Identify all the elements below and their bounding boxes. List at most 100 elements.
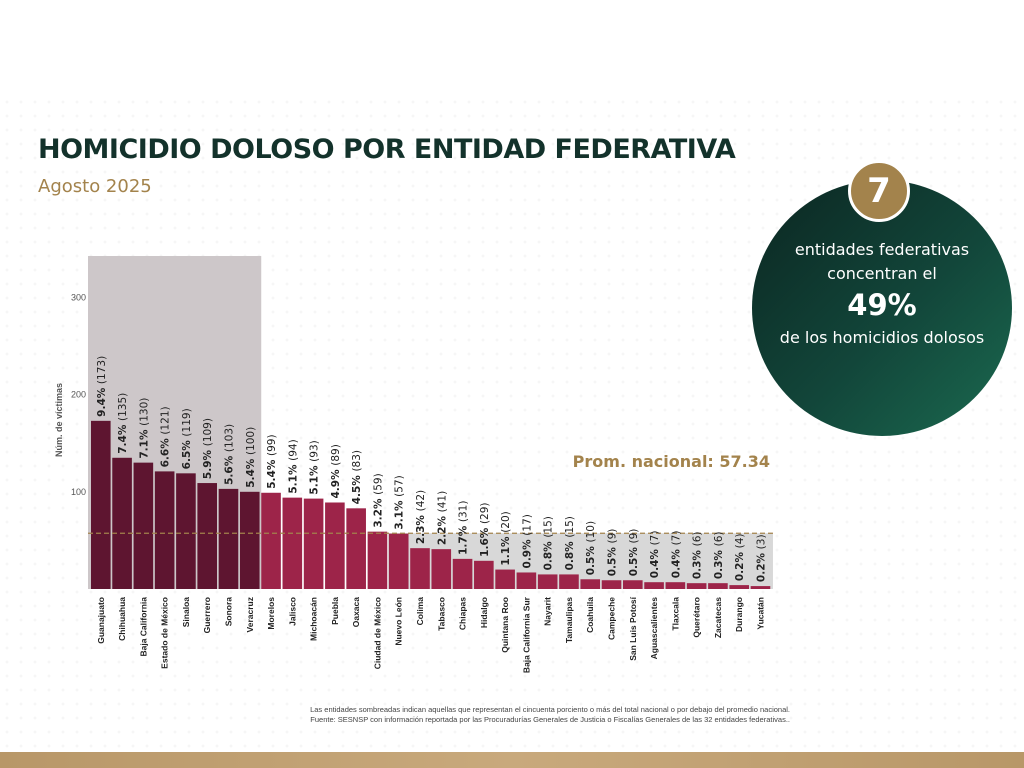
data-label-percent: 0.2% bbox=[734, 548, 746, 581]
data-label: 5.1% (93) bbox=[309, 440, 321, 494]
data-label-count: (31) bbox=[458, 501, 470, 523]
data-label: 6.6% (121) bbox=[160, 406, 172, 467]
category-label: Yucatán bbox=[755, 597, 765, 630]
data-label: 0.5% (9) bbox=[628, 529, 640, 577]
data-label-percent: 0.8% bbox=[543, 538, 555, 571]
bar bbox=[91, 420, 111, 589]
bar bbox=[325, 502, 345, 589]
bar bbox=[644, 582, 664, 589]
data-label-percent: 0.4% bbox=[670, 545, 682, 578]
bar bbox=[516, 572, 537, 589]
data-label-count: (94) bbox=[287, 439, 299, 461]
data-label: 0.5% (10) bbox=[585, 521, 597, 575]
data-label-percent: 5.9% bbox=[202, 446, 214, 479]
data-label: 5.9% (109) bbox=[202, 418, 214, 479]
data-label-percent: 6.6% bbox=[160, 435, 172, 468]
category-label: Quintana Roo bbox=[500, 597, 510, 653]
highlight-circle bbox=[752, 180, 1012, 436]
data-label: 0.4% (7) bbox=[649, 531, 661, 579]
y-tick-label: 100 bbox=[71, 487, 86, 497]
bar bbox=[708, 583, 728, 589]
data-label: 2.3% (42) bbox=[415, 490, 427, 544]
data-label: 4.5% (83) bbox=[351, 450, 363, 504]
data-label-percent: 4.5% bbox=[351, 472, 363, 505]
data-label-percent: 0.8% bbox=[564, 538, 576, 571]
category-label: Durango bbox=[734, 597, 744, 632]
bar bbox=[452, 558, 473, 589]
data-label-count: (109) bbox=[202, 418, 214, 446]
highlight-percent: 49% bbox=[847, 288, 917, 322]
data-label: 0.3% (6) bbox=[713, 532, 725, 580]
data-label-count: (4) bbox=[734, 533, 746, 548]
data-label: 5.4% (100) bbox=[245, 427, 257, 488]
category-label: Tabasco bbox=[436, 597, 446, 631]
y-tick-label: 300 bbox=[71, 292, 86, 302]
page-title: HOMICIDIO DOLOSO POR ENTIDAD FEDERATIVA bbox=[38, 134, 736, 165]
bar bbox=[218, 488, 239, 589]
data-label-count: (3) bbox=[755, 534, 767, 549]
bar bbox=[261, 492, 281, 589]
data-label: 5.1% (94) bbox=[287, 439, 299, 493]
category-label: Sinaloa bbox=[181, 597, 191, 628]
data-label-count: (59) bbox=[372, 473, 384, 495]
data-label-count: (20) bbox=[500, 511, 512, 533]
bar bbox=[665, 582, 686, 589]
category-label: Tamaulipas bbox=[564, 597, 574, 643]
data-label-percent: 4.9% bbox=[330, 466, 342, 499]
data-label-count: (7) bbox=[649, 531, 661, 546]
category-label: Estado de México bbox=[160, 597, 170, 669]
data-label: 0.2% (3) bbox=[755, 534, 767, 582]
data-label-percent: 0.2% bbox=[755, 549, 767, 582]
data-label: 2.2% (41) bbox=[436, 491, 448, 545]
data-label-count: (103) bbox=[223, 424, 235, 452]
category-label: Coahuila bbox=[585, 597, 595, 633]
data-label-percent: 3.1% bbox=[394, 497, 406, 530]
bar bbox=[303, 498, 324, 589]
category-label: Oaxaca bbox=[351, 597, 361, 628]
y-tick-label: 200 bbox=[71, 390, 86, 400]
data-label: 1.1% (20) bbox=[500, 511, 512, 565]
data-label-percent: 5.1% bbox=[287, 461, 299, 494]
bar bbox=[346, 508, 366, 589]
data-label-percent: 3.2% bbox=[372, 495, 384, 528]
category-label: Sonora bbox=[223, 597, 233, 627]
data-label: 0.8% (15) bbox=[564, 516, 576, 570]
data-label-count: (6) bbox=[692, 532, 704, 547]
data-label-count: (173) bbox=[96, 356, 108, 384]
data-label-percent: 0.5% bbox=[607, 543, 619, 576]
bar bbox=[601, 580, 622, 589]
data-label-percent: 5.4% bbox=[266, 456, 278, 489]
bar bbox=[176, 473, 196, 589]
category-label: Aguascalientes bbox=[649, 597, 659, 660]
category-label: Baja California bbox=[138, 597, 148, 657]
data-label-count: (100) bbox=[245, 427, 257, 455]
data-label: 0.8% (15) bbox=[543, 516, 555, 570]
data-label-percent: 9.4% bbox=[96, 384, 108, 417]
data-label-percent: 0.5% bbox=[585, 542, 597, 575]
bar bbox=[729, 585, 749, 589]
bar bbox=[686, 583, 707, 589]
footer-bar bbox=[0, 752, 1024, 768]
bar bbox=[623, 580, 643, 589]
bar bbox=[112, 457, 132, 589]
data-label: 6.5% (119) bbox=[181, 408, 193, 469]
data-label-percent: 1.7% bbox=[458, 522, 470, 555]
data-label-percent: 5.6% bbox=[223, 452, 235, 485]
data-label-count: (57) bbox=[394, 475, 406, 497]
highlight-line-1: entidades federativas bbox=[794, 240, 970, 259]
page-subtitle: Agosto 2025 bbox=[38, 176, 152, 197]
data-label-count: (17) bbox=[521, 514, 533, 536]
data-label-count: (121) bbox=[160, 406, 172, 434]
bar bbox=[197, 483, 217, 589]
data-label: 5.6% (103) bbox=[223, 424, 235, 485]
data-label-percent: 0.4% bbox=[649, 545, 661, 578]
data-label-percent: 5.4% bbox=[245, 455, 257, 488]
category-label: Campeche bbox=[607, 597, 617, 640]
bar bbox=[239, 491, 260, 589]
category-label: Guerrero bbox=[202, 597, 212, 633]
data-label: 5.4% (99) bbox=[266, 434, 278, 488]
category-label: Veracruz bbox=[245, 597, 255, 632]
data-label-count: (99) bbox=[266, 434, 278, 456]
bar bbox=[388, 533, 409, 589]
